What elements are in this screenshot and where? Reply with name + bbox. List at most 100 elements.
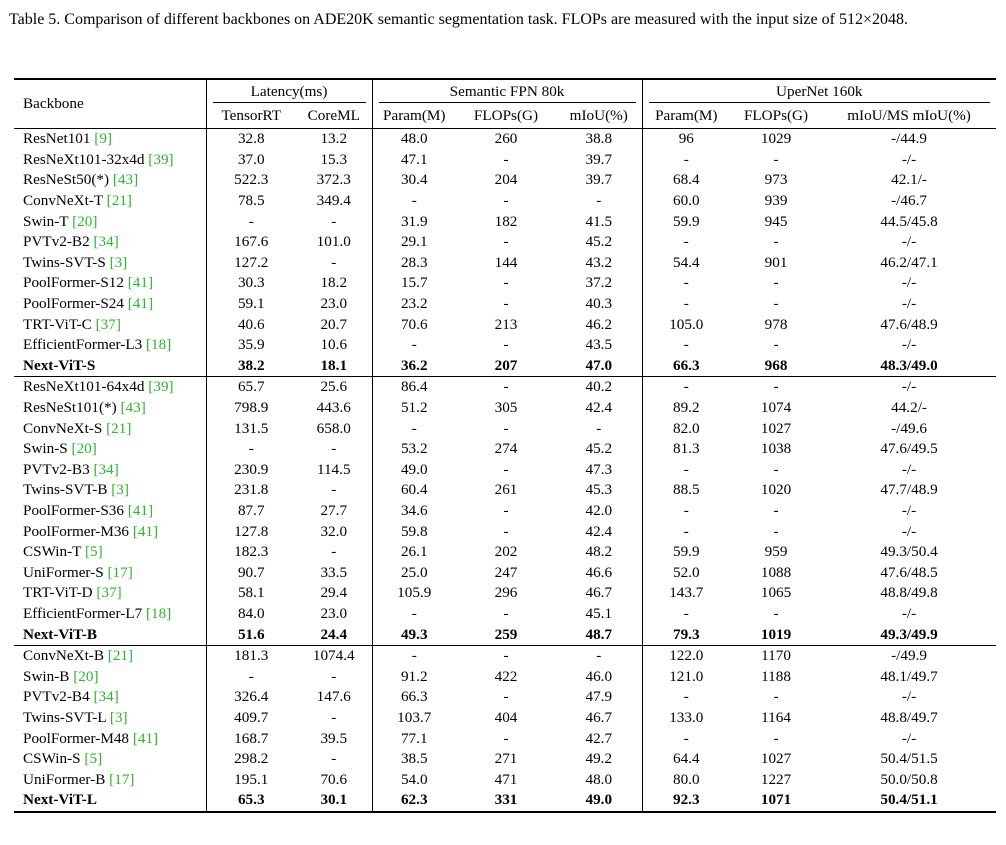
table-row: Twins-SVT-L [3] 409.7-103.7 404 46.7 133.0 11…	[14, 707, 996, 729]
value-cell: 45.1	[585, 604, 613, 622]
table-row: CSWin-S [5] 298.2-38.5 271 49.2 64.4 1027 50.4…	[14, 748, 996, 770]
value-cell: 48.8/49.7	[880, 708, 938, 726]
citation-link[interactable]: [17]	[109, 770, 135, 788]
citation-link[interactable]: [41]	[127, 501, 154, 519]
backbone-name: ResNeXt101-32x4d	[23, 150, 145, 168]
table-row: EfficientFormer-L3 [18] 35.9 10.6- -43.5- - -…	[14, 334, 996, 356]
value-cell: 1065	[760, 584, 792, 602]
value-cell: 78.5	[205, 190, 296, 212]
citation-link[interactable]: [34]	[93, 460, 119, 478]
citation-link[interactable]: [39]	[148, 150, 174, 168]
value-cell: 79.3	[641, 624, 731, 646]
value-cell: 42.4	[585, 399, 613, 417]
table-row: TRT-ViT-D [37] 58.1 29.4 105.9 296 46.7 143.7 1…	[14, 583, 996, 604]
value-cell: -/-	[901, 729, 917, 747]
value-cell: -	[331, 481, 337, 499]
citation-link[interactable]: [37]	[96, 584, 122, 602]
value-cell: 48.8/49.8	[880, 584, 938, 602]
backbone-name: PoolFormer-M36	[23, 522, 130, 540]
citation-link[interactable]: [20]	[71, 440, 97, 458]
citation-link[interactable]: [41]	[127, 295, 154, 313]
citation-link[interactable]: [41]	[132, 729, 159, 747]
value-cell: 168.7	[205, 728, 296, 749]
value-cell: 230.9	[205, 459, 296, 481]
value-cell: -/-	[901, 233, 917, 251]
citation-link[interactable]: [39]	[148, 378, 174, 396]
value-cell: -	[773, 501, 779, 519]
value-cell: -	[773, 150, 779, 168]
citation-link[interactable]: [3]	[109, 253, 128, 271]
citation-link[interactable]: [21]	[106, 419, 132, 437]
table-row: Next-ViT-L 65.3 30.1 62.3 331 49.0 92.3 1071 50.…	[14, 790, 997, 813]
value-cell: 39.7	[585, 171, 613, 189]
value-cell: -	[503, 150, 509, 168]
backbone-name-cell: ResNeXt101-32x4d [39]	[14, 150, 206, 171]
value-cell: 131.5	[205, 418, 296, 439]
citation-link[interactable]: [17]	[107, 563, 133, 581]
backbone-name-cell: CSWin-T [5]	[14, 542, 206, 563]
value-cell: 1027	[760, 750, 792, 768]
value-cell: 44.5/45.8	[880, 212, 938, 230]
backbone-name-cell: EfficientFormer-L3 [18]	[14, 335, 206, 356]
value-cell: 101.0	[316, 233, 351, 251]
citation-link[interactable]: [41]	[132, 522, 159, 540]
value-cell: 471	[494, 770, 518, 788]
backbone-comparison-table: Backbone Latency(ms) Semantic FPN 80k Up…	[14, 78, 997, 813]
backbone-name: ConvNeXt-T	[23, 192, 103, 210]
value-cell: -	[773, 336, 779, 354]
backbone-name: PoolFormer-S12	[23, 274, 124, 292]
citation-link[interactable]: [43]	[120, 399, 146, 417]
value-cell: 47.3	[585, 460, 613, 478]
citation-link[interactable]: [21]	[106, 192, 132, 210]
citation-link[interactable]: [37]	[95, 315, 121, 333]
value-cell: 34.6	[371, 500, 456, 522]
citation-link[interactable]: [18]	[145, 604, 172, 622]
value-cell: 50.0/50.8	[880, 770, 938, 788]
value-cell: 70.6	[371, 314, 456, 335]
table-row: PoolFormer-S12 [41] 30.3 18.2 15.7-37.2- - -/…	[14, 273, 996, 294]
value-cell: 46.7	[585, 708, 613, 726]
citation-link[interactable]: [3]	[111, 481, 129, 499]
citation-link[interactable]: [3]	[109, 708, 128, 726]
value-cell: -/44.9	[822, 127, 997, 150]
backbone-name-cell: Twins-SVT-S [3]	[14, 253, 206, 274]
backbone-name-cell: PoolFormer-S24 [41]	[14, 294, 206, 315]
citation-link[interactable]: [34]	[93, 688, 119, 706]
citation-link[interactable]: [9]	[94, 130, 113, 148]
value-cell: 32.8	[205, 127, 296, 150]
backbone-name-cell: Next-ViT-L	[14, 790, 206, 813]
backbone-name-cell: ConvNeXt-S [21]	[14, 418, 206, 439]
table-row: ResNeXt101-64x4d [39] 65.7 25.6 86.4-40.2- -…	[14, 376, 997, 398]
value-cell: 167.6	[205, 231, 296, 253]
table-row: Swin-S [20] - -53.2 274 45.2 81.3 1038 47.6/49.…	[14, 438, 996, 460]
citation-link[interactable]: [34]	[93, 233, 119, 251]
citation-link[interactable]: [43]	[112, 171, 139, 189]
value-cell: 24.4	[320, 625, 348, 643]
citation-link[interactable]: [5]	[84, 750, 103, 768]
value-cell: -	[641, 231, 731, 253]
citation-link[interactable]: [20]	[73, 667, 99, 685]
value-cell: 31.9	[371, 211, 456, 232]
value-cell: -	[641, 603, 731, 625]
value-cell: 522.3	[205, 170, 296, 191]
value-cell: 77.1	[371, 728, 456, 749]
value-cell: 103.7	[371, 707, 456, 729]
value-cell: 86.4	[371, 376, 456, 398]
citation-link[interactable]: [41]	[127, 274, 154, 292]
value-cell: 54.0	[371, 769, 456, 790]
backbone-name-cell: Next-ViT-S	[14, 356, 206, 377]
citation-link[interactable]: [20]	[72, 212, 98, 230]
citation-link[interactable]: [5]	[84, 543, 103, 561]
value-cell: -	[641, 728, 731, 749]
value-cell: 60.4	[371, 480, 456, 501]
value-cell: 271	[494, 750, 518, 768]
value-cell: 44.2/-	[891, 399, 927, 417]
backbone-name-cell: ResNet101 [9]	[14, 127, 206, 150]
table-row: EfficientFormer-L7 [18] 84.0 23.0- -45.1- - -…	[14, 603, 996, 625]
value-cell: 30.1	[296, 790, 372, 813]
citation-link[interactable]: [21]	[107, 647, 134, 665]
citation-link[interactable]: [18]	[145, 336, 172, 354]
value-cell: -	[773, 604, 779, 622]
value-cell: -/-	[822, 376, 997, 398]
value-cell: 65.3	[205, 790, 296, 813]
